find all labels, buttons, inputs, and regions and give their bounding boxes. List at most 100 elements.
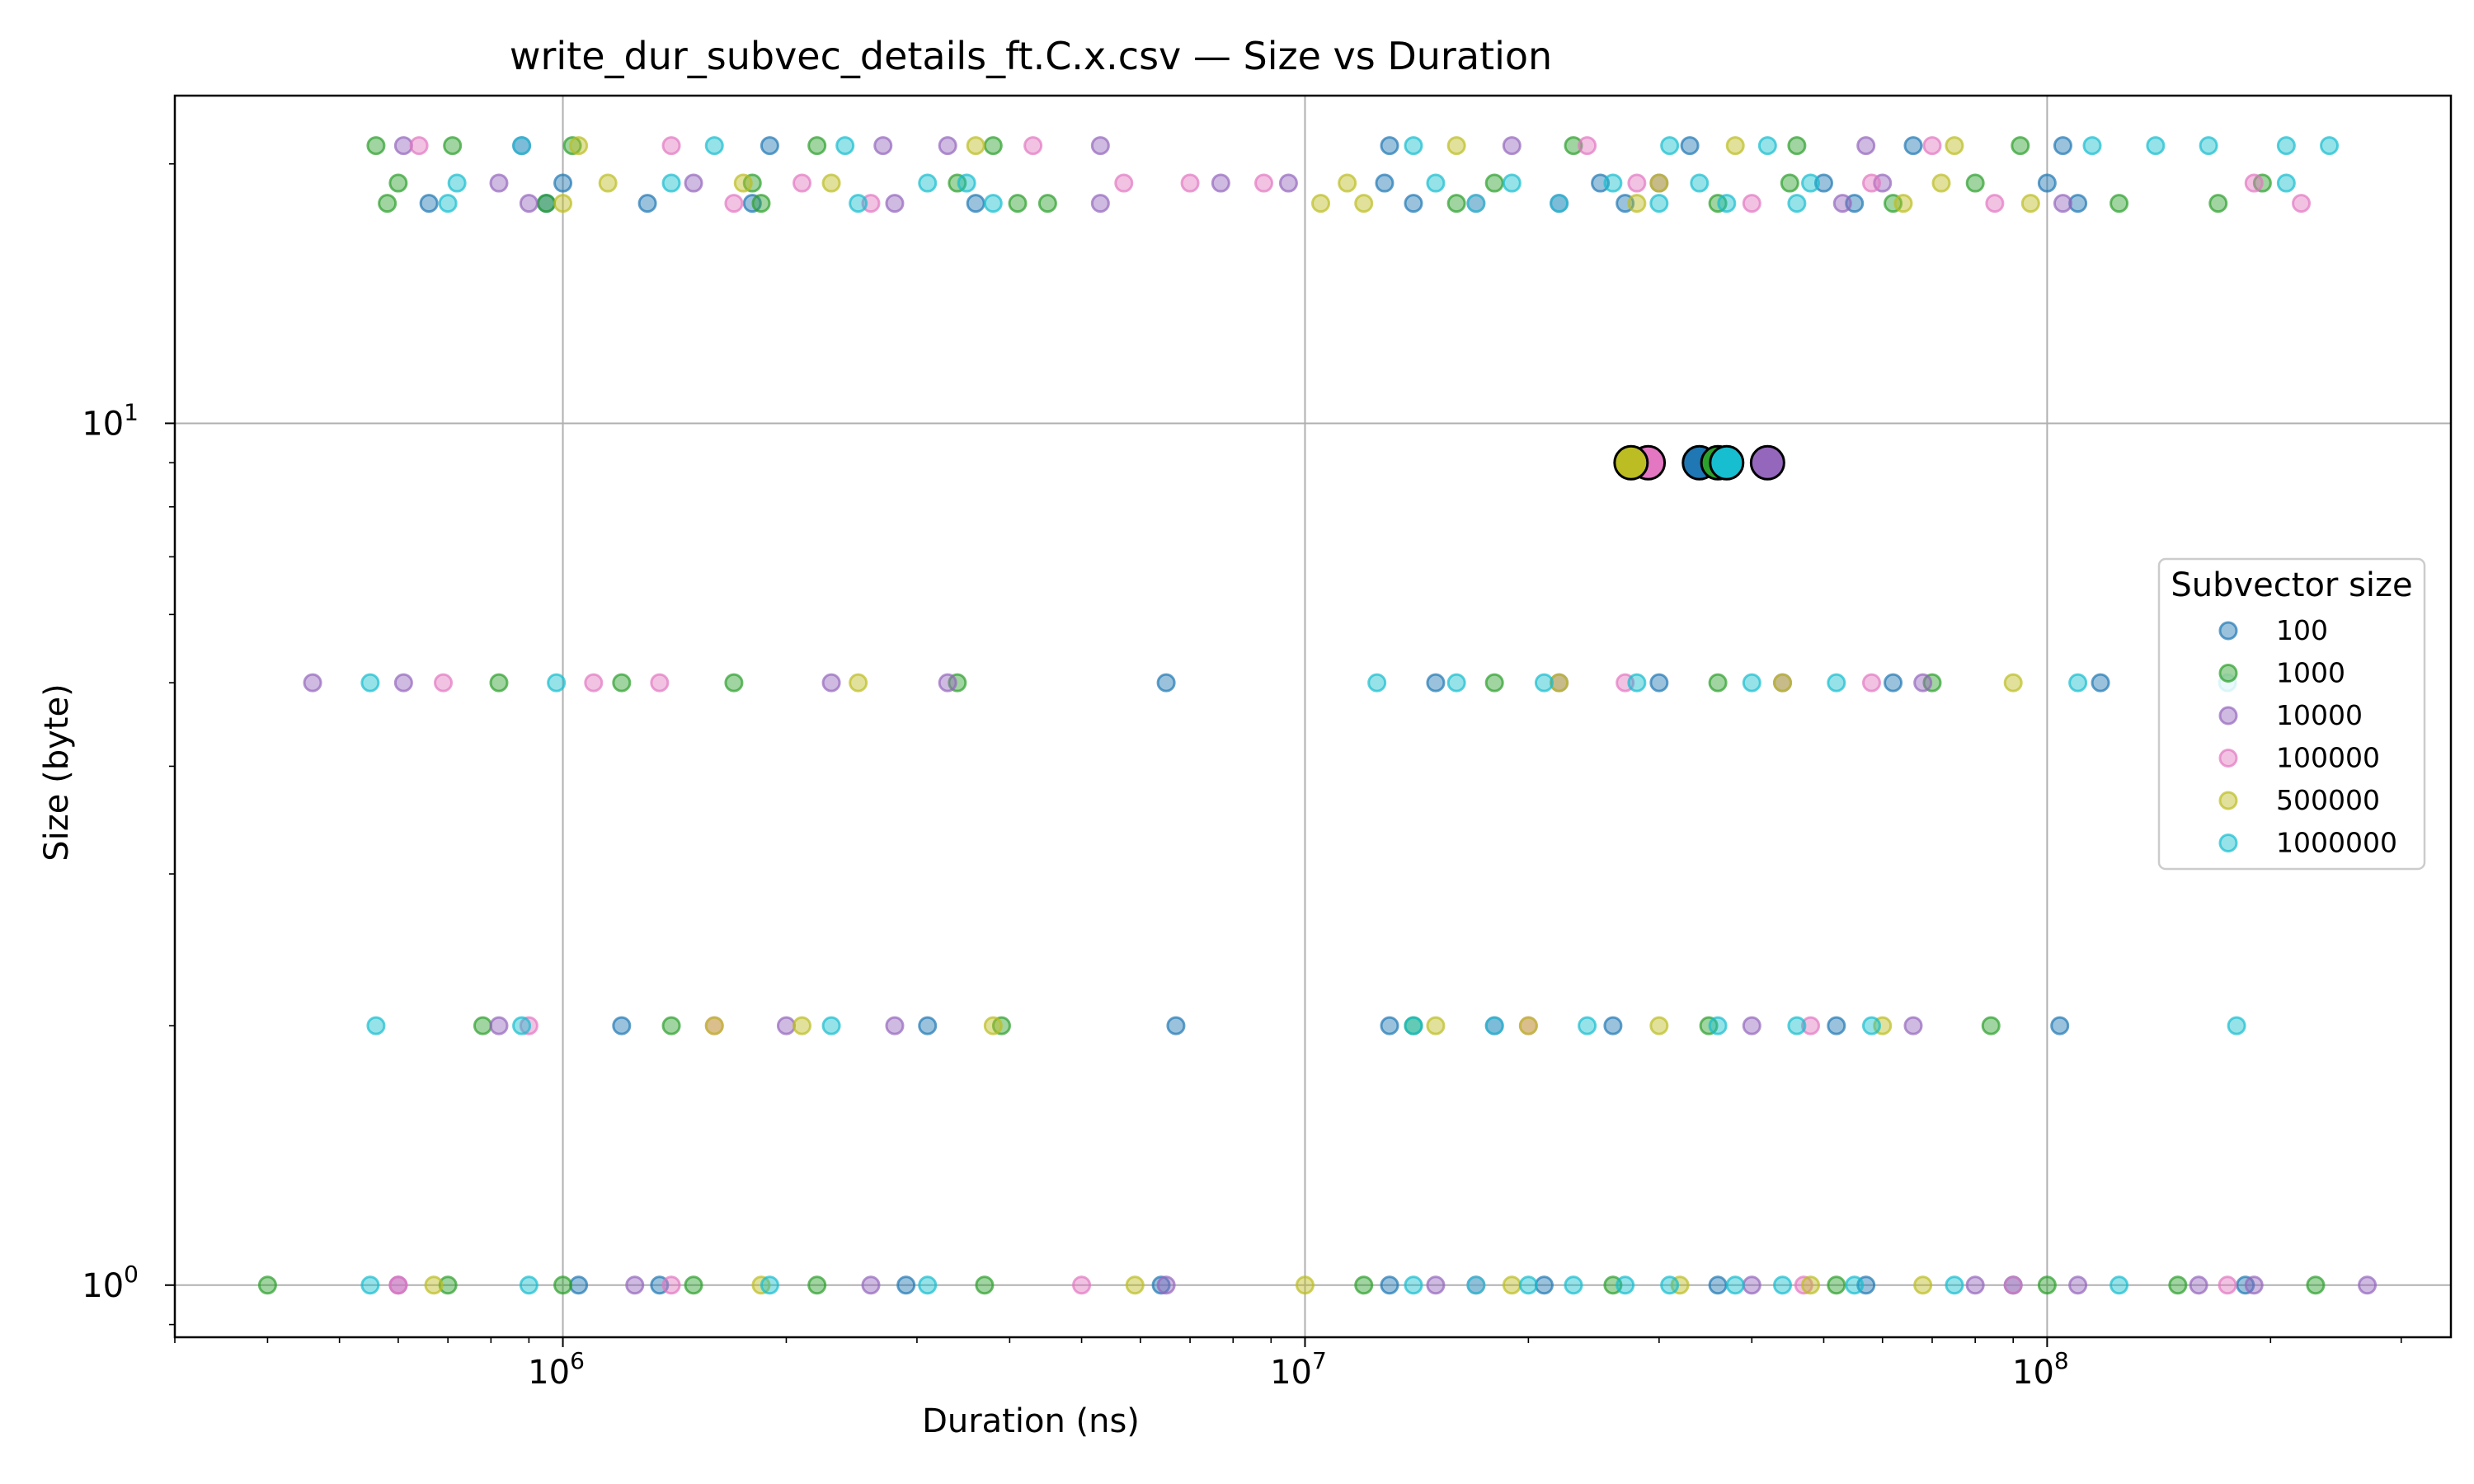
data-point — [1717, 194, 1737, 214]
data-point — [957, 173, 976, 193]
data-point — [366, 136, 386, 156]
data-point — [975, 1275, 995, 1295]
data-point — [1426, 1016, 1446, 1036]
data-point — [733, 173, 753, 193]
data-point — [519, 1275, 539, 1295]
data-point — [553, 173, 573, 193]
data-point — [1156, 1275, 1176, 1295]
data-point — [1037, 194, 1057, 214]
data-point — [821, 1016, 841, 1036]
legend-label: 100000 — [2276, 742, 2380, 774]
data-point — [684, 1275, 703, 1295]
y-tick-exponent: 0 — [124, 1261, 139, 1288]
data-point — [438, 1275, 458, 1295]
data-point — [1773, 1275, 1793, 1295]
data-point — [1603, 1016, 1623, 1036]
legend-label: 10000 — [2276, 699, 2363, 731]
data-point — [1725, 136, 1745, 156]
data-point — [1125, 1275, 1145, 1295]
data-point — [1502, 173, 1522, 193]
data-point — [1660, 1275, 1680, 1295]
data-point — [1380, 1016, 1399, 1036]
data-point — [1680, 136, 1700, 156]
data-point — [704, 1016, 724, 1036]
x-tick-exponent: 6 — [570, 1347, 585, 1374]
data-point — [1534, 673, 1554, 693]
data-point — [2168, 1275, 2188, 1295]
data-point — [1827, 673, 1846, 693]
data-point — [2199, 136, 2218, 156]
data-point — [1518, 1016, 1538, 1036]
data-point — [1965, 1275, 1985, 1295]
mean-markers — [1613, 444, 1785, 481]
data-point — [1466, 194, 1486, 214]
data-point — [724, 194, 744, 214]
data-point — [1801, 1016, 1821, 1036]
data-point — [1502, 1275, 1522, 1295]
data-point — [1278, 173, 1298, 193]
data-point — [849, 673, 868, 693]
data-point — [1466, 1275, 1486, 1295]
data-point — [1945, 1275, 1964, 1295]
data-point — [519, 194, 539, 214]
data-point — [569, 1275, 589, 1295]
data-point — [1484, 1016, 1504, 1036]
data-point — [1913, 673, 1933, 693]
data-point — [2208, 194, 2228, 214]
data-point — [1295, 1275, 1315, 1295]
data-point — [512, 136, 532, 156]
data-point — [1404, 194, 1423, 214]
data-point — [360, 673, 380, 693]
data-point — [1649, 173, 1669, 193]
data-point — [1404, 136, 1423, 156]
data-point — [1649, 1016, 1669, 1036]
data-point — [650, 673, 670, 693]
data-point — [1757, 136, 1777, 156]
data-point — [562, 136, 582, 156]
data-point — [1426, 673, 1446, 693]
data-point — [918, 1275, 938, 1295]
legend-marker — [2218, 706, 2238, 726]
data-point — [1023, 136, 1043, 156]
data-point — [1564, 1275, 1583, 1295]
data-point — [1072, 1275, 1092, 1295]
data-point — [2011, 136, 2030, 156]
data-point — [360, 1275, 380, 1295]
data-point — [1827, 1275, 1846, 1295]
data-point — [1787, 136, 1807, 156]
data-point — [2292, 194, 2312, 214]
data-point — [1832, 194, 1852, 214]
series-1000000 — [360, 136, 2340, 1295]
data-point — [2020, 194, 2040, 214]
data-point — [684, 173, 703, 193]
data-point — [2109, 194, 2129, 214]
data-point — [537, 194, 557, 214]
x-tick-exponent: 8 — [2054, 1347, 2069, 1374]
data-points — [257, 136, 2378, 1295]
data-point — [1578, 136, 1597, 156]
plot-area-frame — [173, 94, 2453, 1339]
data-point — [966, 136, 985, 156]
data-point — [1660, 136, 1680, 156]
data-point — [584, 673, 604, 693]
data-point — [257, 1275, 277, 1295]
data-point — [1484, 673, 1504, 693]
data-point — [661, 1016, 681, 1036]
data-point — [1742, 194, 1761, 214]
data-point — [1922, 136, 1942, 156]
data-point — [2003, 673, 2023, 693]
x-axis-title: Duration (ns) — [922, 1402, 1140, 1440]
data-point — [821, 673, 841, 693]
data-point — [938, 136, 957, 156]
legend-label: 500000 — [2276, 784, 2380, 816]
data-point — [885, 194, 905, 214]
data-point — [1354, 1275, 1374, 1295]
data-point — [1856, 136, 1876, 156]
data-point — [873, 136, 893, 156]
data-point — [1861, 1016, 1881, 1036]
data-point — [393, 136, 413, 156]
data-point — [2244, 1275, 2264, 1295]
data-point — [1484, 173, 1504, 193]
data-point — [1008, 194, 1028, 214]
x-tick-exponent: 7 — [1312, 1347, 1327, 1374]
